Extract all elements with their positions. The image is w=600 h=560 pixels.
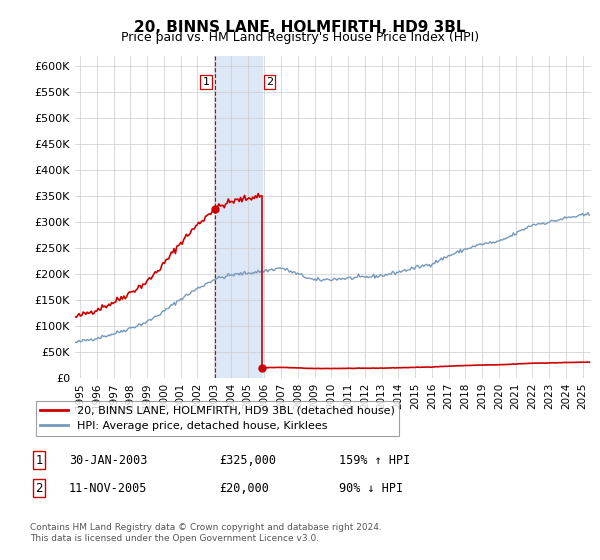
Text: £325,000: £325,000 (219, 454, 276, 467)
Text: 2: 2 (266, 77, 273, 87)
Text: 20, BINNS LANE, HOLMFIRTH, HD9 3BL: 20, BINNS LANE, HOLMFIRTH, HD9 3BL (134, 20, 466, 35)
Text: 159% ↑ HPI: 159% ↑ HPI (339, 454, 410, 467)
Text: 1: 1 (35, 454, 43, 467)
Text: 1: 1 (203, 77, 209, 87)
Text: This data is licensed under the Open Government Licence v3.0.: This data is licensed under the Open Gov… (30, 534, 319, 543)
Text: 30-JAN-2003: 30-JAN-2003 (69, 454, 148, 467)
Text: 2: 2 (35, 482, 43, 495)
Text: Contains HM Land Registry data © Crown copyright and database right 2024.: Contains HM Land Registry data © Crown c… (30, 523, 382, 532)
Bar (215, 56, 262, 378)
Text: Price paid vs. HM Land Registry's House Price Index (HPI): Price paid vs. HM Land Registry's House … (121, 31, 479, 44)
Text: 11-NOV-2005: 11-NOV-2005 (69, 482, 148, 495)
Legend: 20, BINNS LANE, HOLMFIRTH, HD9 3BL (detached house), HPI: Average price, detache: 20, BINNS LANE, HOLMFIRTH, HD9 3BL (deta… (35, 402, 399, 436)
Text: £20,000: £20,000 (219, 482, 269, 495)
Text: 90% ↓ HPI: 90% ↓ HPI (339, 482, 403, 495)
